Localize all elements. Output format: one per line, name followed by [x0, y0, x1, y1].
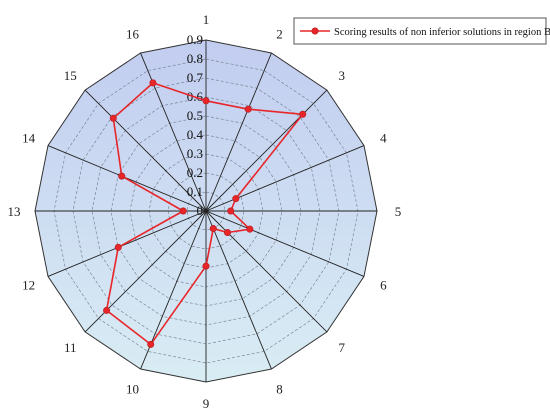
data-point: [223, 228, 231, 236]
grid-ring: [167, 172, 245, 250]
data-point: [147, 340, 155, 348]
category-label: 3: [339, 68, 346, 83]
data-point: [114, 243, 122, 251]
series-layer: [103, 79, 307, 348]
legend-marker: [311, 27, 319, 35]
radial-tick-label: 0.4: [187, 127, 204, 142]
axis-spoke: [84, 89, 207, 212]
radial-tick-label: 0.1: [187, 184, 203, 199]
category-label: 5: [395, 204, 402, 219]
data-point: [246, 225, 254, 233]
radial-tick-label: 0.7: [187, 70, 204, 85]
grid-ring: [53, 58, 359, 364]
legend-box: [293, 17, 547, 45]
radial-tick-labels: 00.10.20.30.40.50.60.70.80.9: [187, 32, 204, 218]
axis-spoke: [205, 210, 365, 277]
data-point: [118, 172, 126, 180]
axis-spoke: [205, 145, 365, 212]
data-point: [149, 79, 157, 87]
data-point: [232, 195, 240, 203]
radial-tick-label: 0.8: [187, 51, 203, 66]
data-point: [209, 225, 217, 233]
category-label: 12: [22, 277, 35, 292]
axis-spoke: [205, 89, 328, 212]
data-point: [109, 114, 117, 122]
category-label: 2: [276, 27, 283, 42]
data-point: [202, 97, 210, 105]
radial-tick-label: 0.9: [187, 32, 203, 47]
legend-label: Scoring results of non inferior solution…: [334, 27, 550, 38]
radial-tick-label: 0.5: [187, 108, 203, 123]
category-label: 10: [126, 381, 139, 396]
category-label: 4: [380, 131, 387, 146]
category-label: 9: [203, 396, 210, 411]
data-point: [244, 105, 252, 113]
axis-spoke: [205, 52, 272, 212]
category-label: 1: [203, 12, 210, 27]
category-label: 14: [22, 131, 36, 146]
data-point: [299, 110, 307, 118]
category-label: 11: [64, 340, 77, 355]
radial-tick-label: 0.2: [187, 165, 203, 180]
category-label: 13: [8, 204, 21, 219]
axis-spoke: [205, 210, 272, 370]
radial-tick-label: 0: [197, 203, 204, 218]
radial-tick-label: 0.3: [187, 146, 203, 161]
data-point: [227, 207, 235, 215]
data-point: [179, 207, 187, 215]
data-point: [202, 262, 210, 270]
axis-spoke: [140, 52, 207, 212]
axis-spokes: [35, 40, 377, 382]
category-label: 16: [126, 27, 140, 42]
category-label: 6: [380, 277, 387, 292]
axis-spoke: [47, 210, 207, 277]
category-label: 8: [276, 381, 283, 396]
category-label: 15: [64, 68, 77, 83]
category-label: 7: [339, 340, 346, 355]
legend: Scoring results of non inferior solution…: [293, 17, 550, 45]
data-point: [103, 306, 111, 314]
